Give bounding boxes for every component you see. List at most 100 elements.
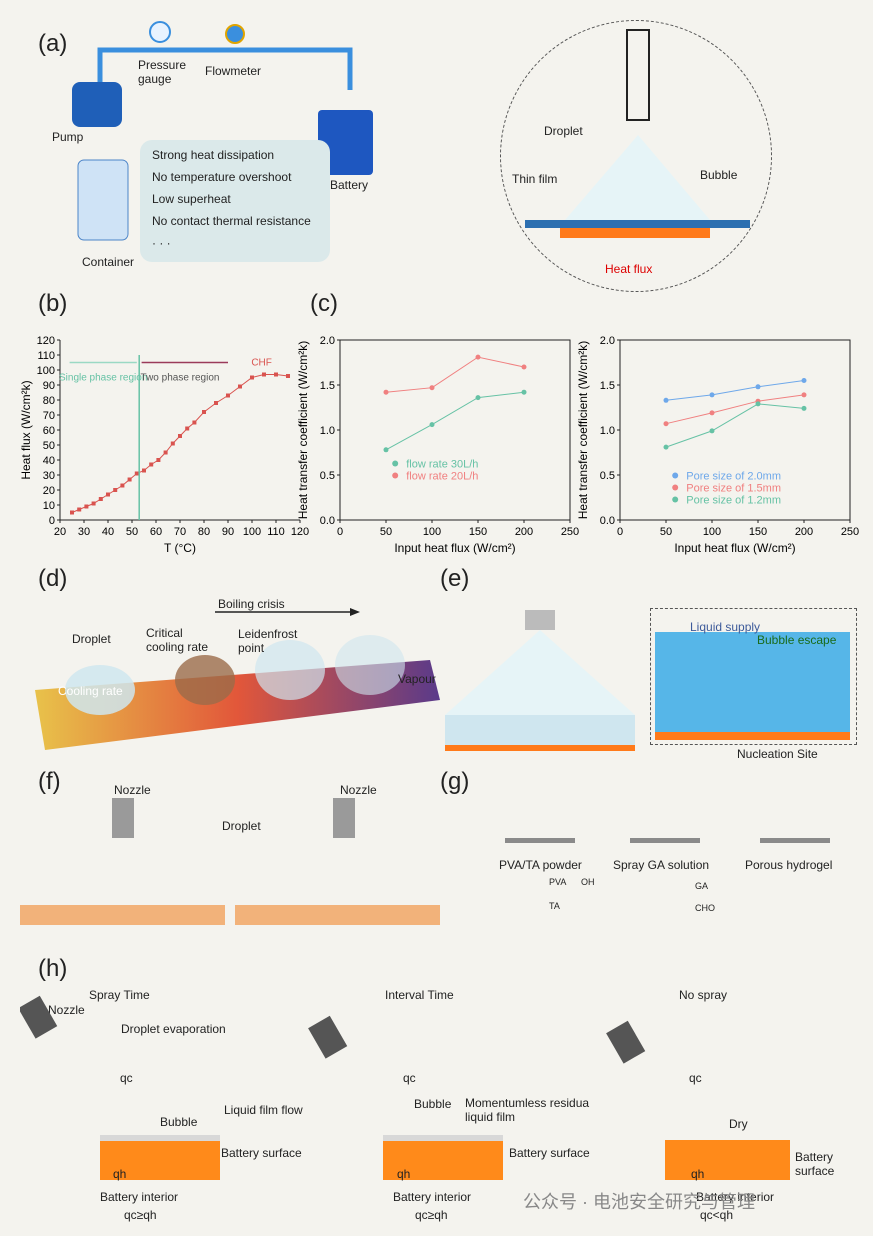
data-point bbox=[163, 450, 168, 455]
pump-label: Pump bbox=[52, 130, 84, 144]
x-tick-label: 80 bbox=[198, 526, 210, 538]
qh-nospray-label: qh bbox=[691, 1167, 705, 1181]
droplet-label: Droplet bbox=[544, 124, 583, 138]
spray-zoom-schematic bbox=[525, 29, 750, 238]
data-point bbox=[77, 507, 82, 512]
droplet-evaporation-label: Droplet evaporation bbox=[121, 1022, 226, 1036]
qh-interval-label: qh bbox=[397, 1167, 411, 1181]
series-line-heat-flux bbox=[71, 374, 289, 513]
legend-pva: PVA bbox=[549, 877, 567, 887]
no-spray-title: No spray bbox=[679, 988, 728, 1002]
y-tick-label: 2.0 bbox=[320, 335, 335, 347]
pressure-gauge-label: Pressure gauge bbox=[138, 58, 187, 86]
y-tick-label: 30 bbox=[43, 470, 55, 482]
legend-ta: TA bbox=[549, 901, 560, 911]
panel-label-c: (c) bbox=[310, 290, 338, 317]
data-point bbox=[801, 392, 807, 398]
heat-flux-label: Heat flux bbox=[605, 262, 653, 276]
data-point bbox=[106, 492, 110, 497]
data-point bbox=[755, 384, 761, 390]
data-point bbox=[521, 389, 527, 395]
porous-hydrogel-label: Porous hydrogel bbox=[745, 858, 833, 872]
data-point bbox=[755, 401, 761, 407]
y-tick-label: 1.0 bbox=[320, 425, 335, 437]
container-icon bbox=[77, 159, 129, 241]
series-line bbox=[665, 380, 805, 401]
y-tick-label: 40 bbox=[43, 455, 55, 467]
x-axis-label: Input heat flux (W/cm²) bbox=[674, 541, 795, 555]
boiling-crisis-label: Boiling crisis bbox=[218, 597, 285, 611]
panel-label-a: (a) bbox=[38, 30, 68, 57]
liquid-film-flow-label: Liquid film flow bbox=[224, 1103, 303, 1117]
legend-label: Pore size of 1.2mm bbox=[686, 495, 781, 507]
data-point bbox=[521, 364, 527, 370]
x-tick-label: 60 bbox=[150, 526, 162, 538]
bubble-label: Bubble bbox=[700, 168, 738, 182]
legend-label: flow rate 20L/h bbox=[406, 471, 478, 483]
legend-marker bbox=[392, 460, 399, 467]
y-axis-label: Heat flux (W/cm²k) bbox=[20, 380, 33, 479]
benefit-item: Strong heat dissipation bbox=[152, 148, 275, 162]
porous-spray-schematic bbox=[445, 610, 635, 751]
data-point bbox=[185, 426, 190, 431]
bubble-spray-label: Bubble bbox=[160, 1115, 198, 1129]
nozzle-right-label: Nozzle bbox=[340, 783, 377, 797]
data-point bbox=[156, 458, 161, 462]
x-tick-label: 50 bbox=[380, 526, 392, 538]
x-tick-label: 110 bbox=[267, 526, 285, 538]
y-tick-label: 0.0 bbox=[600, 515, 615, 527]
data-point bbox=[202, 410, 206, 414]
x-tick-label: 200 bbox=[515, 526, 533, 538]
data-point bbox=[70, 510, 74, 515]
qc-spray-label: qc bbox=[120, 1071, 133, 1085]
y-tick-label: 0 bbox=[49, 515, 55, 527]
single-phase-label: Single phase region bbox=[59, 373, 147, 384]
panel-label-b: (b) bbox=[38, 290, 68, 317]
data-point bbox=[429, 385, 435, 391]
y-tick-label: 0.5 bbox=[600, 470, 615, 482]
data-point bbox=[383, 447, 389, 453]
droplet-f-label: Droplet bbox=[222, 819, 261, 833]
nozzle-left-label: Nozzle bbox=[114, 783, 151, 797]
cooling-rate-label: Cooling rate bbox=[58, 684, 123, 698]
x-tick-label: 120 bbox=[291, 526, 309, 538]
chart-heat-flux-vs-temperature: 20 30 40 50 60 70 80 90 100 110 120 0 10 20 30 40 50 60 70… bbox=[20, 335, 309, 555]
y-tick-label: 1.5 bbox=[600, 380, 615, 392]
pump-icon bbox=[72, 82, 122, 127]
data-point bbox=[134, 471, 139, 476]
vapour-label: Vapour bbox=[398, 672, 436, 686]
x-tick-label: 70 bbox=[174, 526, 186, 538]
data-point bbox=[91, 501, 96, 506]
bubble-escape-label: Bubble escape bbox=[757, 633, 837, 647]
x-tick-label: 20 bbox=[54, 526, 66, 538]
y-tick-label: 110 bbox=[37, 350, 55, 362]
y-tick-label: 10 bbox=[43, 500, 55, 512]
y-tick-label: 1.5 bbox=[320, 380, 335, 392]
data-point bbox=[286, 374, 290, 378]
leidenfrost-label: Leidenfrost point bbox=[238, 627, 298, 655]
droplet-stage-label: Droplet bbox=[72, 632, 111, 646]
y-tick-label: 80 bbox=[43, 395, 55, 407]
battery-label: Battery bbox=[330, 178, 369, 192]
battery-surface-nospray-label: Battery surface bbox=[795, 1150, 835, 1178]
x-tick-label: 100 bbox=[423, 526, 441, 538]
interval-time-title: Interval Time bbox=[385, 988, 454, 1002]
series-line bbox=[385, 356, 525, 393]
data-point bbox=[709, 410, 715, 416]
legend-ga: GA bbox=[695, 881, 709, 891]
qh-spray-label: qh bbox=[113, 1167, 127, 1181]
panel-label-e: (e) bbox=[440, 565, 470, 592]
data-point bbox=[113, 488, 118, 492]
x-tick-label: 0 bbox=[617, 526, 623, 538]
x-tick-label: 40 bbox=[102, 526, 114, 538]
container-label: Container bbox=[82, 255, 135, 269]
battery-interior-interval-label: Battery interior bbox=[393, 1190, 472, 1204]
y-tick-label: 2.0 bbox=[600, 335, 615, 347]
y-tick-label: 120 bbox=[37, 335, 55, 347]
series-line bbox=[385, 391, 525, 451]
y-tick-label: 100 bbox=[37, 365, 55, 377]
data-point bbox=[120, 483, 125, 488]
nozzle-h-label: Nozzle bbox=[48, 1003, 85, 1017]
x-tick-label: 100 bbox=[703, 526, 721, 538]
y-tick-label: 60 bbox=[43, 425, 55, 437]
